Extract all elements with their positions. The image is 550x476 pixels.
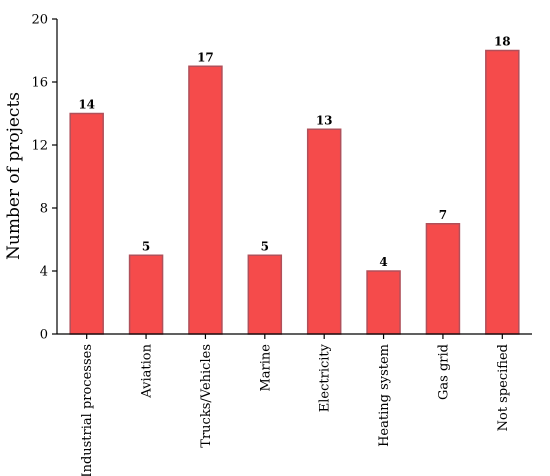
x-category-label: Aviation	[140, 343, 155, 398]
y-tick-label: 20	[31, 13, 48, 28]
y-tick-label: 0	[40, 328, 48, 343]
y-axis-ticks: 0 4 8 12 16 20	[31, 13, 57, 343]
bar	[69, 112, 104, 335]
bar	[485, 49, 520, 335]
bar-value-label: 5	[142, 239, 150, 253]
x-category-label: Trucks/Vehicles	[199, 344, 214, 448]
bar	[128, 254, 164, 335]
y-tick-label: 8	[40, 202, 48, 217]
bar-value-label: 14	[78, 98, 95, 112]
x-category-label: Not specified	[496, 344, 511, 431]
bar-value-label: 17	[197, 50, 214, 64]
bar-value-label: 7	[439, 208, 447, 222]
x-category-label: Heating system	[377, 344, 392, 447]
y-axis-title: Number of projects	[4, 92, 24, 260]
y-tick-label: 16	[31, 76, 48, 91]
y-tick-label: 12	[31, 139, 48, 154]
bar-value-label: 5	[261, 239, 269, 253]
x-category-label: Marine	[258, 344, 273, 392]
data-labels: 14 5 17 5 13 4 7 18	[78, 35, 510, 270]
x-category-label: Gas grid	[436, 344, 451, 400]
bar	[366, 270, 401, 335]
bar-value-label: 4	[379, 255, 387, 269]
x-category-label: Industrial processes	[80, 344, 95, 476]
bar	[188, 65, 223, 335]
y-tick-label: 4	[40, 265, 48, 280]
x-axis-category-labels: Industrial processes Aviation Trucks/Vehic…	[80, 334, 511, 476]
bar-value-label: 18	[494, 35, 511, 49]
bar-value-label: 13	[316, 113, 333, 127]
bar	[247, 254, 283, 335]
bar	[306, 128, 342, 335]
x-category-label: Electricity	[318, 343, 333, 412]
bar	[425, 223, 461, 335]
bars	[69, 49, 520, 335]
